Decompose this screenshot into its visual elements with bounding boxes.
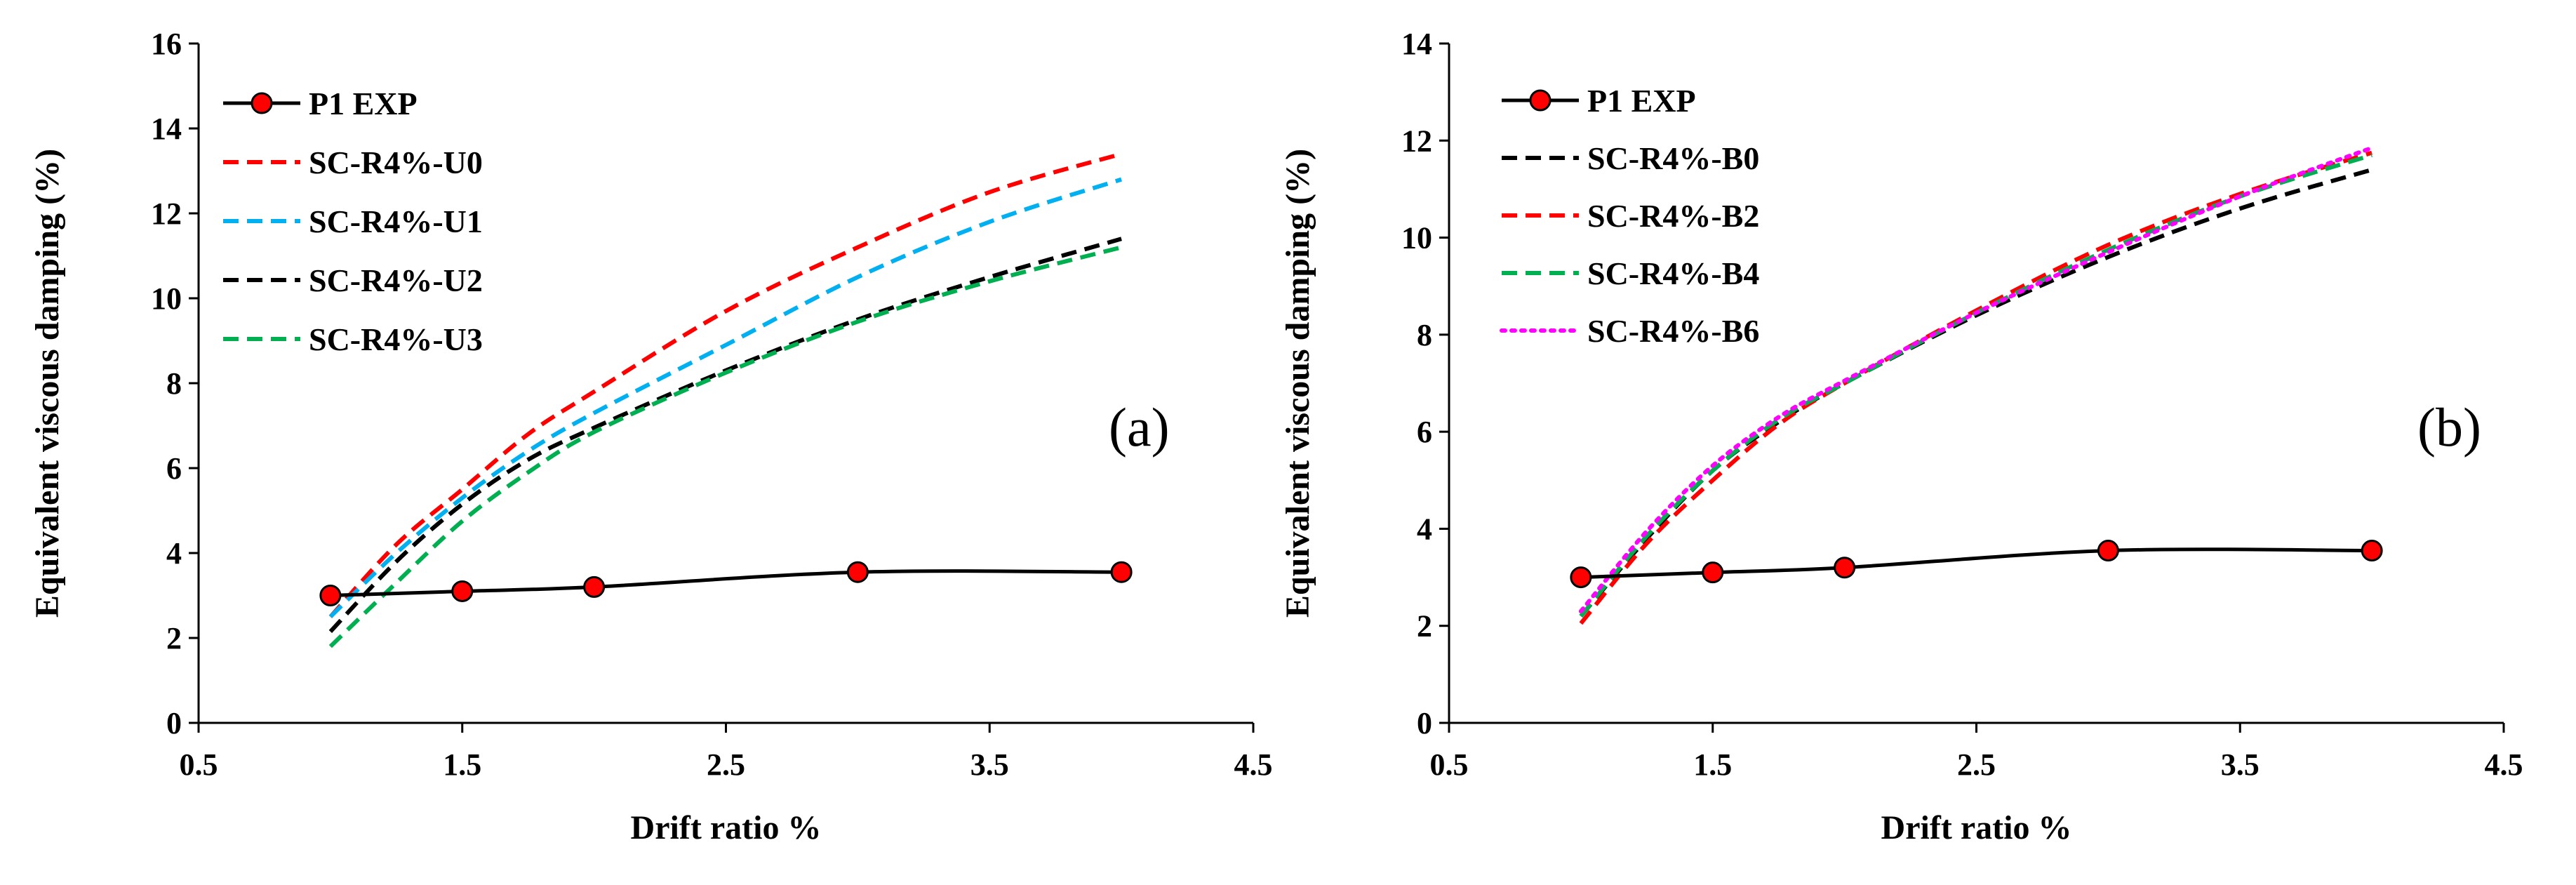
series-line-sc-r4-u3 bbox=[328, 245, 1122, 648]
x-tick-label: 2.5 bbox=[707, 747, 745, 782]
panel-label: (b) bbox=[2417, 397, 2481, 458]
x-tick-label: 1.5 bbox=[443, 747, 481, 782]
series-line-sc-r4-u0 bbox=[328, 152, 1122, 618]
data-point-p1-exp bbox=[451, 580, 474, 602]
y-tick-label: 4 bbox=[1417, 512, 1432, 546]
legend-label: SC-R4%-B2 bbox=[1587, 198, 1759, 234]
y-tick-label: 2 bbox=[1417, 609, 1432, 644]
x-tick-label: 4.5 bbox=[2485, 747, 2523, 782]
y-tick-label: 10 bbox=[151, 281, 182, 316]
y-tick-label: 12 bbox=[151, 197, 182, 231]
panel-label: (a) bbox=[1109, 397, 1170, 458]
x-tick-label: 4.5 bbox=[1234, 747, 1273, 782]
x-axis-title: Drift ratio % bbox=[1881, 809, 2072, 846]
y-axis-title: Equivalent viscous damping (%) bbox=[29, 149, 66, 618]
data-point-p1-exp bbox=[1570, 566, 1592, 589]
data-point-p1-exp bbox=[319, 585, 342, 606]
y-tick-label: 8 bbox=[1417, 318, 1432, 352]
y-axis-title: Equivalent viscous damping (%) bbox=[1279, 149, 1316, 618]
legend-marker bbox=[1529, 89, 1551, 112]
legend-label: P1 EXP bbox=[1587, 83, 1696, 119]
y-tick-label: 2 bbox=[166, 621, 182, 656]
legend: P1 EXP SC-R4%-U0 SC-R4%-U1 SC-R4%-U2 SC-R4%-… bbox=[223, 86, 483, 357]
y-tick-label: 6 bbox=[1417, 415, 1432, 449]
legend-marker bbox=[251, 92, 273, 114]
x-tick-label: 0.5 bbox=[180, 747, 218, 782]
x-tick-label: 1.5 bbox=[1693, 747, 1732, 782]
legend-label: SC-R4%-U1 bbox=[309, 204, 483, 239]
chart-panel-b: 0 2 4 6 8 10 12 14 0.5 1.5 2.5 3.5 4.5 Drift ratio % E… bbox=[1279, 27, 2523, 846]
y-tick-label: 6 bbox=[166, 451, 182, 486]
series-line-sc-r4-b2 bbox=[1579, 150, 2373, 625]
y-tick-label: 8 bbox=[166, 366, 182, 401]
chart-panel-a: 0 2 4 6 8 10 12 14 16 0.5 1.5 2.5 3.5 4.5 Drift ratio … bbox=[29, 27, 1273, 846]
series-line-sc-r4-b6 bbox=[1578, 145, 2375, 613]
x-tick-label: 2.5 bbox=[1957, 747, 1996, 782]
y-tick-label: 4 bbox=[166, 536, 182, 571]
y-tick-label: 10 bbox=[1401, 221, 1432, 255]
y-tick-label: 12 bbox=[1401, 124, 1432, 158]
legend-label: SC-R4%-U2 bbox=[309, 262, 483, 298]
data-point-p1-exp bbox=[1702, 561, 1724, 584]
legend-label: SC-R4%-B6 bbox=[1587, 313, 1759, 349]
y-tick-label: 0 bbox=[1417, 706, 1432, 740]
y-tick-label: 0 bbox=[166, 706, 182, 740]
data-point-p1-exp bbox=[1110, 561, 1133, 583]
series-line-p1-exp bbox=[1580, 547, 2373, 580]
series-line-sc-r4-u2 bbox=[328, 237, 1122, 633]
x-tick-label: 0.5 bbox=[1430, 747, 1469, 782]
y-tick-label: 14 bbox=[1401, 27, 1432, 61]
y-tick-label: 14 bbox=[151, 112, 182, 146]
legend: P1 EXP SC-R4%-B0 SC-R4%-B2 SC-R4%-B4 SC-R4%-… bbox=[1500, 83, 1759, 349]
legend-label: SC-R4%-B0 bbox=[1587, 140, 1759, 176]
series-line-sc-r4-u1 bbox=[328, 177, 1123, 618]
legend-label: P1 EXP bbox=[309, 86, 418, 121]
data-point-p1-exp bbox=[583, 575, 606, 598]
data-point-p1-exp bbox=[2097, 540, 2119, 562]
data-point-p1-exp bbox=[846, 561, 869, 583]
legend-label: SC-R4%-B4 bbox=[1587, 255, 1759, 291]
x-tick-label: 3.5 bbox=[2221, 747, 2260, 782]
y-tick-label: 16 bbox=[151, 27, 182, 61]
legend-label: SC-R4%-U0 bbox=[309, 145, 483, 180]
data-point-p1-exp bbox=[1834, 557, 1856, 579]
x-tick-label: 3.5 bbox=[970, 747, 1009, 782]
data-point-p1-exp bbox=[2361, 540, 2383, 562]
series-line-p1-exp bbox=[330, 569, 1122, 597]
x-axis-title: Drift ratio % bbox=[631, 809, 822, 846]
legend-label: SC-R4%-U3 bbox=[309, 321, 483, 357]
